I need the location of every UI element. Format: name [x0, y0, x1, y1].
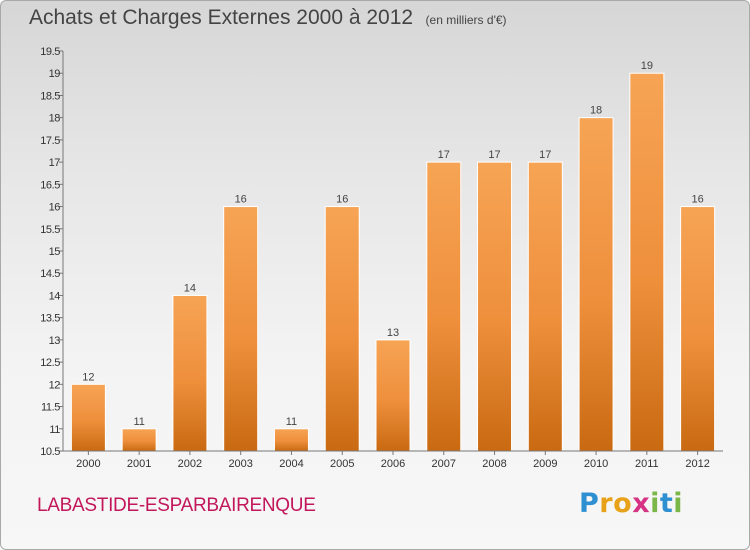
- bar-2012: [680, 206, 716, 452]
- y-tick-label-10.5: 10.5: [40, 446, 60, 458]
- y-tick-label-11.5: 11.5: [41, 402, 60, 414]
- value-label-2003: 16: [235, 194, 247, 206]
- logo-letter: i: [650, 488, 660, 519]
- bars-layer: 12 11 14 16 11 16 13 17 17 17 18 19 16: [70, 60, 716, 452]
- x-tick-label-2008: 2008: [482, 458, 506, 470]
- x-tick-label-2007: 2007: [432, 458, 456, 470]
- logo-letter: x: [632, 488, 651, 519]
- value-label-2001: 11: [133, 416, 144, 428]
- x-tick-label-2003: 2003: [228, 458, 252, 470]
- x-tick-label-2002: 2002: [178, 458, 202, 470]
- y-tick-label-14.5: 14.5: [40, 268, 60, 280]
- bar-2004: [273, 428, 309, 452]
- chart-title-text: Achats et Charges Externes 2000 à 2012: [29, 6, 414, 29]
- value-label-2005: 16: [336, 194, 348, 206]
- value-label-2007: 17: [438, 149, 450, 161]
- chart-title: Achats et Charges Externes 2000 à 2012 (…: [29, 6, 507, 30]
- x-tick-label-2001: 2001: [127, 458, 151, 470]
- y-tick-label-13.5: 13.5: [40, 313, 60, 325]
- axes-layer: 2000 2001 2002 2003 2004 2005 2006 2007 2008 2009…: [40, 46, 723, 470]
- logo-letter: t: [659, 488, 674, 519]
- x-tick-label-2010: 2010: [584, 458, 608, 470]
- y-tick-label-19: 19: [49, 68, 61, 80]
- commune-name: LABASTIDE-ESPARBAIRENQUE: [37, 495, 316, 516]
- logo-letter: o: [613, 488, 633, 519]
- y-tick-label-17.5: 17.5: [40, 135, 60, 147]
- x-tick-label-2006: 2006: [381, 458, 405, 470]
- value-label-2009: 17: [539, 149, 551, 161]
- logo-letter: i: [673, 488, 684, 519]
- bar-2007: [426, 161, 462, 452]
- value-label-2010: 18: [590, 105, 602, 117]
- y-tick-label-13: 13: [49, 335, 61, 347]
- x-tick-label-2009: 2009: [533, 458, 557, 470]
- y-tick-label-15: 15: [49, 246, 61, 258]
- value-label-2002: 14: [184, 282, 196, 294]
- y-tick-label-16.5: 16.5: [40, 179, 60, 191]
- y-tick-label-19.5: 19.5: [40, 46, 60, 58]
- y-tick-label-17: 17: [49, 157, 61, 169]
- value-label-2006: 13: [387, 327, 399, 339]
- y-tick-label-12.5: 12.5: [40, 357, 60, 369]
- y-tick-label-16: 16: [49, 202, 61, 214]
- x-tick-label-2005: 2005: [330, 458, 354, 470]
- bar-2002: [172, 294, 208, 452]
- bar-2005: [324, 206, 360, 452]
- y-tick-label-12: 12: [49, 379, 61, 391]
- chart-unit-label: (en milliers d'€): [425, 13, 507, 27]
- value-label-2011: 19: [641, 60, 653, 72]
- bar-2011: [629, 72, 665, 452]
- y-tick-label-18: 18: [49, 113, 61, 125]
- bar-2006: [375, 339, 411, 452]
- value-label-2004: 11: [286, 416, 297, 428]
- bar-2003: [223, 206, 259, 452]
- bar-2010: [578, 117, 614, 452]
- value-label-2000: 12: [82, 371, 94, 383]
- value-label-2008: 17: [488, 149, 500, 161]
- y-tick-label-18.5: 18.5: [40, 90, 60, 102]
- logo-letter: P: [579, 488, 600, 519]
- proxiti-logo: Proxiti: [579, 488, 683, 519]
- bar-2000: [70, 383, 106, 452]
- bar-2001: [121, 428, 157, 452]
- logo-letter: r: [599, 488, 614, 519]
- bar-2008: [477, 161, 513, 452]
- y-tick-label-15.5: 15.5: [40, 224, 60, 236]
- bar-2009: [527, 161, 563, 452]
- x-tick-label-2000: 2000: [76, 458, 100, 470]
- x-tick-label-2004: 2004: [279, 458, 303, 470]
- value-label-2012: 16: [691, 194, 703, 206]
- y-tick-label-11: 11: [49, 424, 60, 436]
- x-tick-label-2012: 2012: [685, 458, 709, 470]
- x-tick-label-2011: 2011: [635, 458, 659, 470]
- y-tick-label-14: 14: [49, 290, 61, 302]
